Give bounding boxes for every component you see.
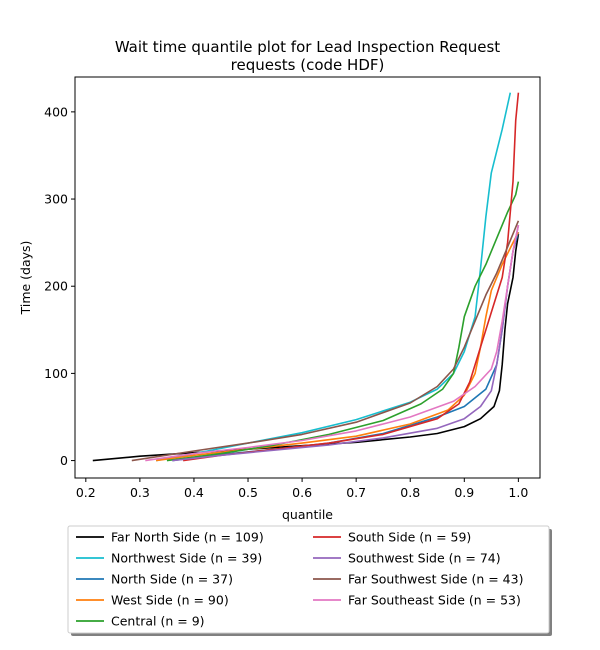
x-tick-label: 0.3	[130, 485, 150, 500]
y-axis-label: Time (days)	[18, 241, 33, 316]
legend-label-8: Far Southwest Side (n = 43)	[348, 572, 523, 587]
x-tick-label: 1.0	[508, 485, 528, 500]
y-tick-label: 400	[44, 104, 68, 119]
legend-label-6: South Side (n = 59)	[348, 530, 471, 545]
x-tick-label: 0.4	[184, 485, 204, 500]
x-tick-label: 0.6	[292, 485, 312, 500]
chart-subtitle: requests (code HDF)	[231, 56, 385, 74]
series-line-1	[92, 233, 520, 462]
legend-label-2: Northwest Side (n = 39)	[111, 551, 262, 566]
series-line-9	[145, 225, 520, 462]
y-tick-label: 100	[44, 366, 68, 381]
legend-label-5: Central (n = 9)	[111, 614, 205, 629]
x-axis-label: quantile	[282, 507, 333, 522]
legend-label-1: Far North Side (n = 109)	[111, 530, 264, 545]
plot-frame	[74, 76, 541, 479]
x-tick-label: 0.8	[400, 485, 420, 500]
series-line-8	[131, 220, 520, 462]
x-tick-label: 0.7	[346, 485, 366, 500]
series-line-5	[166, 181, 520, 462]
series-line-6	[182, 92, 520, 462]
legend-label-9: Far Southeast Side (n = 53)	[348, 593, 521, 608]
x-axis-ticks: 0.2 0.3 0.4 0.5 0.6 0.7 0.8 0.9 1.0	[76, 478, 528, 500]
legend-entries: Far North Side (n = 109) Northwest Side (…	[76, 530, 523, 629]
legend: Far North Side (n = 109) Northwest Side (…	[67, 525, 552, 636]
chart-title: Wait time quantile plot for Lead Inspect…	[115, 38, 500, 56]
y-tick-label: 0	[60, 453, 68, 468]
legend-box	[67, 525, 550, 634]
y-tick-label: 300	[44, 192, 68, 207]
legend-label-7: Southwest Side (n = 74)	[348, 551, 501, 566]
x-tick-label: 0.9	[454, 485, 474, 500]
x-tick-label: 0.5	[238, 485, 258, 500]
x-tick-label: 0.2	[76, 485, 96, 500]
y-tick-label: 200	[44, 279, 68, 294]
y-axis-ticks: 0 100 200 300 400	[44, 104, 75, 468]
legend-label-3: North Side (n = 37)	[111, 572, 233, 587]
legend-label-4: West Side (n = 90)	[111, 593, 229, 608]
plot-lines	[92, 92, 520, 462]
